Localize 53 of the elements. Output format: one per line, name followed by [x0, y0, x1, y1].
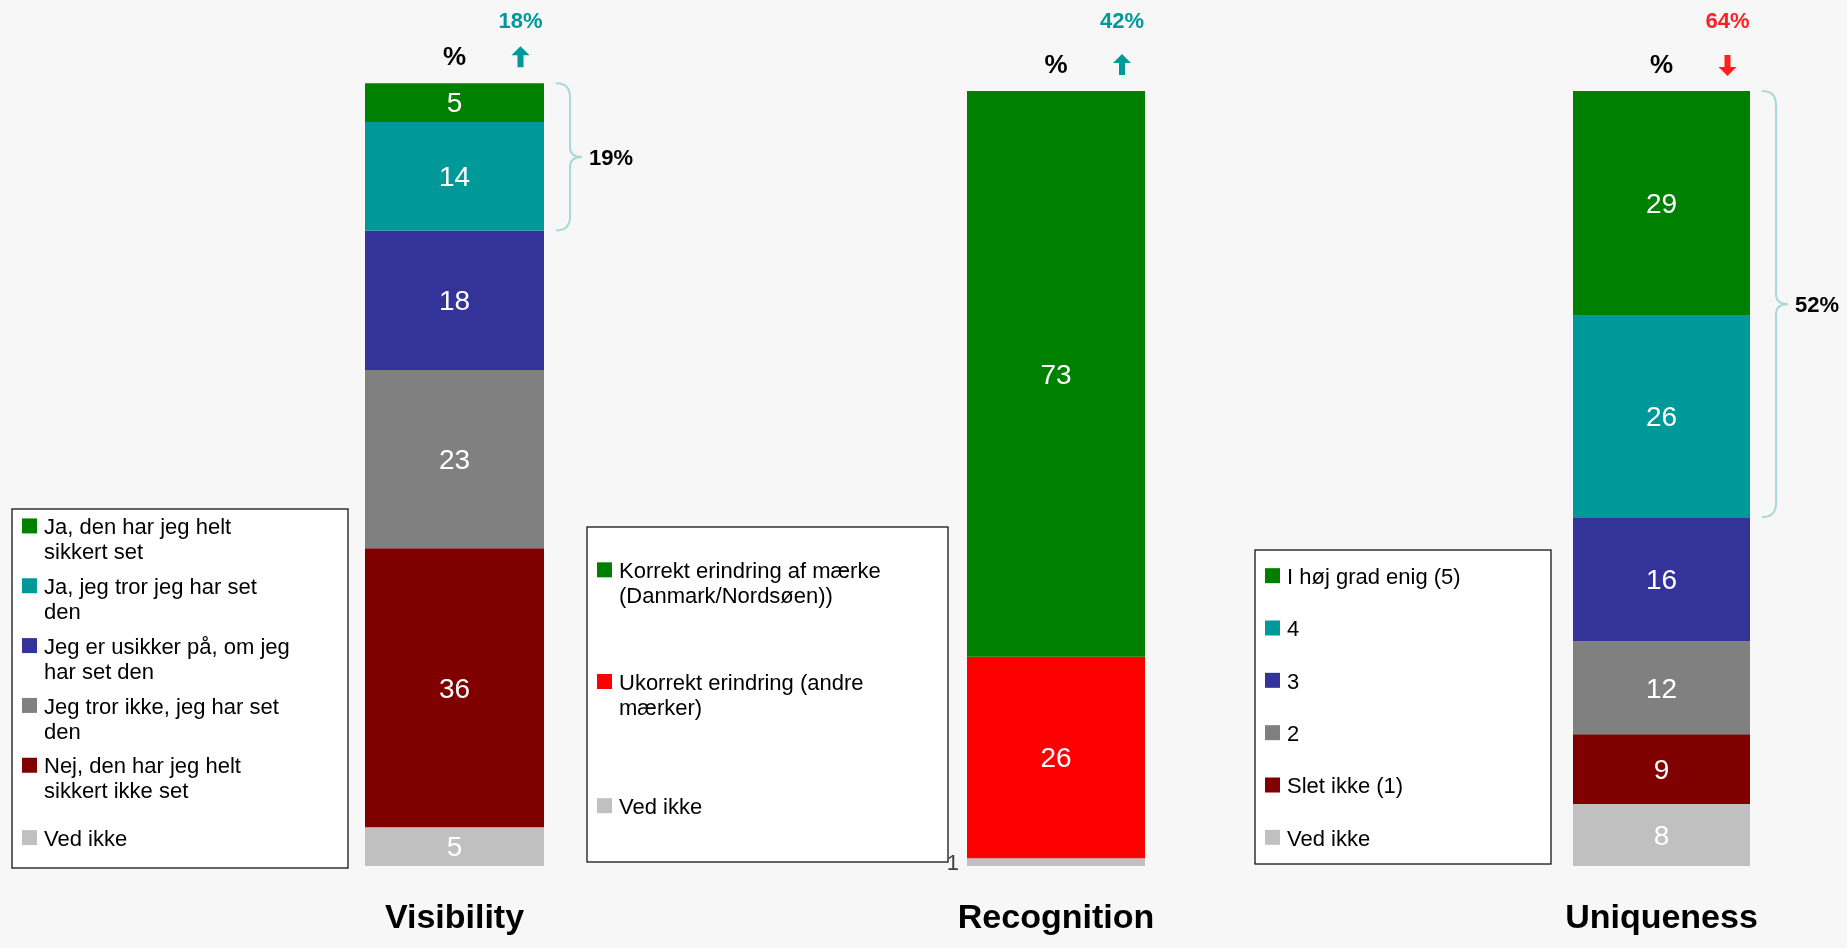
legend-label: Slet ikke (1) [1287, 773, 1404, 799]
bar [1573, 315, 1750, 518]
legend-label: Ja, jeg tror jeg har set den [44, 573, 257, 624]
legend-label: I høj grad enig (5) [1287, 563, 1461, 589]
bar [1573, 91, 1750, 316]
text: Recognition [957, 897, 1155, 935]
bar [1573, 641, 1750, 735]
bar [365, 83, 544, 122]
data-label: 5 [446, 87, 463, 119]
data-label: 5 [446, 831, 463, 863]
legend-label: Korrekt erindring af mærke (Danmark/Nordsøen)) [619, 558, 881, 609]
data-label: 8 [1653, 819, 1670, 851]
text: 18% [498, 8, 543, 33]
text: Visibility [384, 897, 525, 935]
legend-label: 3 [1287, 668, 1300, 694]
legend-label: Ved ikke [619, 793, 703, 819]
bar [1573, 734, 1750, 804]
bar [365, 122, 544, 231]
data-label: 18 [438, 285, 471, 317]
text: Uniqueness [1565, 897, 1758, 935]
legend-label: Ved ikke [44, 825, 128, 851]
data-label: 16 [1645, 564, 1678, 596]
text: 42% [1099, 8, 1145, 33]
legend-label: Ja, den har jeg helt sikkert set [44, 514, 232, 565]
data-label: 14 [438, 161, 471, 193]
data-label: 26 [1645, 401, 1678, 433]
bar [1573, 517, 1750, 642]
y-axis-title: % [1044, 49, 1068, 79]
legend-label: Jeg er usikker på, om jeg har set den [44, 633, 290, 684]
legend-label: Ukorrekt erindring (andre mærker) [619, 669, 864, 720]
bar [365, 827, 544, 866]
bar [1573, 804, 1750, 866]
data-label: 1 [946, 849, 959, 875]
text: 52% [1795, 291, 1840, 317]
data-label: 29 [1645, 188, 1678, 220]
legend-label: 4 [1287, 616, 1300, 642]
data-label: 26 [1040, 742, 1072, 774]
bar [365, 370, 544, 549]
legend-label: Nej, den har jeg helt sikkert ikke set [44, 753, 241, 804]
bar [365, 230, 544, 370]
data-label: 9 [1653, 753, 1670, 785]
y-axis-title: % [442, 41, 467, 72]
legend-label: Jeg tror ikke, jeg har set den [44, 693, 279, 744]
bar [365, 548, 544, 828]
y-axis-title: % [1649, 49, 1674, 79]
data-label: 73 [1040, 358, 1072, 390]
text: 64% [1705, 8, 1750, 33]
legend-label: 2 [1287, 720, 1300, 746]
text: 19% [589, 144, 634, 170]
data-label: 23 [438, 443, 471, 475]
legend-label: Ved ikke [1287, 825, 1371, 851]
data-label: 12 [1645, 672, 1678, 704]
data-label: 36 [438, 672, 471, 704]
